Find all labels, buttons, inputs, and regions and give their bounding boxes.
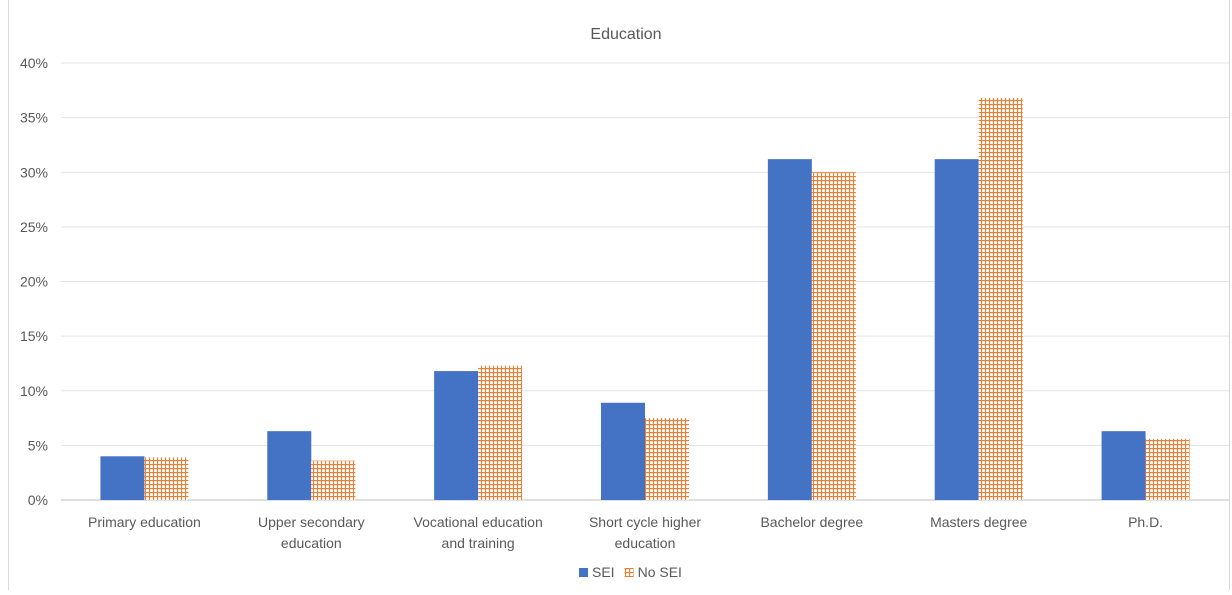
bar-no-sei xyxy=(978,97,1023,501)
bar-sei xyxy=(767,159,812,500)
x-category-label: Primary education xyxy=(88,514,201,530)
y-tick-label: 15% xyxy=(20,328,48,344)
y-tick-label: 40% xyxy=(20,55,48,71)
legend: SEI No SEI xyxy=(579,564,682,580)
x-category-label: Upper secondary xyxy=(258,514,365,530)
x-category-label: education xyxy=(281,535,342,551)
bar-sei xyxy=(934,159,979,500)
legend-swatch xyxy=(579,568,588,577)
x-category-label: Short cycle higher xyxy=(589,514,701,530)
legend-swatch xyxy=(624,568,634,577)
y-tick-label: 30% xyxy=(20,164,48,180)
bar-no-sei xyxy=(144,457,189,500)
education-bar-chart: Education 0% 5% 10% 15% 20% 25% 30% 35% 40% Prim… xyxy=(20,26,1229,580)
bar-sei xyxy=(267,431,312,500)
y-tick-label: 0% xyxy=(28,492,48,508)
legend-label: No SEI xyxy=(638,564,682,580)
bars xyxy=(100,97,1190,501)
bar-no-sei xyxy=(478,365,523,500)
bar-no-sei xyxy=(311,460,356,500)
gridlines xyxy=(61,62,1229,501)
y-tick-label: 25% xyxy=(20,219,48,235)
bar-sei xyxy=(601,402,645,500)
chart-frame: Education 0% 5% 10% 15% 20% 25% 30% 35% 40% Prim… xyxy=(8,0,1230,590)
bar-sei xyxy=(1101,431,1146,500)
y-tick-label: 35% xyxy=(20,110,48,126)
bar-sei xyxy=(434,371,479,500)
x-category-label: Bachelor degree xyxy=(760,514,863,530)
y-tick-label: 20% xyxy=(20,274,48,290)
legend-label: SEI xyxy=(592,564,615,580)
bar-no-sei xyxy=(645,418,689,500)
bar-no-sei xyxy=(1145,438,1190,500)
y-tick-label: 10% xyxy=(20,383,48,399)
chart-title: Education xyxy=(590,26,661,43)
bar-no-sei xyxy=(811,172,856,500)
x-axis-labels: Primary education Upper secondary educatio… xyxy=(88,514,1163,551)
y-tick-label: 5% xyxy=(28,437,48,453)
x-category-label: Masters degree xyxy=(930,514,1027,530)
x-category-label: Ph.D. xyxy=(1128,514,1163,530)
x-category-label: education xyxy=(615,535,676,551)
bar-sei xyxy=(100,456,145,500)
x-category-label: Vocational education xyxy=(414,514,543,530)
y-axis-ticks: 0% 5% 10% 15% 20% 25% 30% 35% 40% xyxy=(20,55,48,508)
x-category-label: and training xyxy=(442,535,515,551)
